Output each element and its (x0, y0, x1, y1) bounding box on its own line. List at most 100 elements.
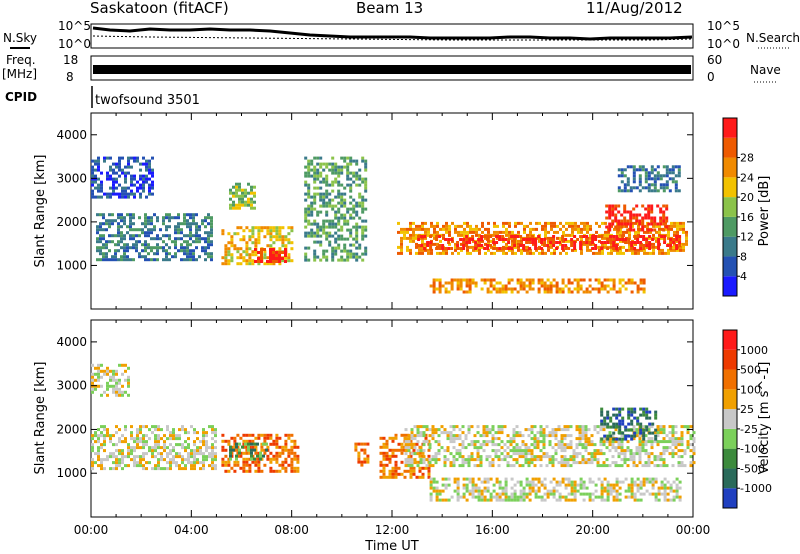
velocity-echo-cell (263, 463, 267, 467)
power-echo-cell (204, 240, 207, 244)
power-echo-cell (165, 225, 168, 229)
power-echo-cell (626, 177, 630, 181)
power-echo-cell (629, 222, 633, 226)
velocity-echo-cell (632, 458, 636, 462)
velocity-echo-cell (157, 425, 160, 429)
power-echo-cell (615, 247, 619, 250)
power-echo-cell (343, 237, 347, 241)
power-echo-cell (641, 168, 645, 172)
velocity-echo-cell (654, 416, 658, 420)
velocity-echo-cell (245, 469, 249, 473)
power-echo-cell (514, 224, 517, 228)
power-echo-cell (650, 183, 654, 187)
velocity-echo-cell (193, 431, 196, 435)
power-echo-cell (337, 258, 341, 262)
velocity-echo-cell (379, 445, 383, 449)
power-echo-cell (447, 247, 451, 250)
velocity-echo-cell (657, 498, 661, 502)
power-echo-cell (576, 278, 580, 282)
power-echo-cell (278, 226, 282, 230)
velocity-echo-cell (382, 454, 386, 458)
power-echo-cell (619, 227, 622, 231)
power-echo-cell (611, 219, 615, 223)
velocity-echo-cell (468, 489, 472, 493)
velocity-echo-cell (293, 454, 297, 458)
power-echo-cell (589, 236, 592, 240)
velocity-echo-cell (409, 454, 413, 458)
velocity-echo-cell (668, 425, 672, 429)
power-echo-cell (679, 221, 682, 225)
velocity-echo-cell (636, 483, 640, 487)
velocity-echo-cell (686, 425, 690, 429)
velocity-echo-cell (382, 472, 386, 476)
power-echo-cell (468, 290, 472, 294)
power-echo-cell (313, 252, 317, 256)
velocity-echo-cell (434, 440, 438, 444)
velocity-echo-cell (606, 416, 610, 420)
power-echo-cell (334, 171, 338, 175)
velocity-echo-cell (410, 437, 414, 441)
power-echo-cell (340, 213, 344, 217)
velocity-echo-cell (427, 439, 431, 443)
power-echo-cell (397, 230, 400, 234)
velocity-echo-cell (429, 495, 433, 499)
power-echo-cell (559, 251, 562, 255)
power-echo-cell (130, 174, 133, 178)
velocity-echo-cell (360, 448, 364, 452)
power-echo-cell (337, 216, 341, 220)
velocity-echo-cell (416, 449, 420, 453)
power-echo-cell (112, 180, 115, 184)
velocity-echo-cell (130, 452, 133, 456)
power-echo-cell (573, 278, 577, 282)
power-echo-cell (177, 249, 180, 253)
power-echo-cell (307, 222, 311, 226)
velocity-echo-cell (599, 428, 603, 432)
velocity-echo-cell (281, 448, 285, 452)
velocity-echo-cell (621, 480, 625, 484)
power-echo-cell (109, 186, 112, 190)
velocity-echo-cell (600, 495, 604, 499)
power-echo-cell (418, 227, 421, 231)
power-echo-cell (358, 204, 362, 208)
velocity-echo-cell (488, 440, 492, 444)
power-echo-cell (346, 237, 350, 241)
velocity-echo-cell (242, 439, 246, 443)
power-echo-cell (507, 287, 511, 291)
velocity-echo-cell (227, 463, 231, 467)
power-echo-cell (304, 255, 308, 259)
power-echo-cell (591, 241, 595, 244)
velocity-echo-cell (160, 458, 163, 462)
power-echo-cell (144, 225, 147, 229)
velocity-echo-cell (522, 495, 526, 499)
power-echo-cell (565, 233, 568, 237)
cpid-value: twofsound 3501 (95, 93, 200, 108)
power-echo-cell (343, 192, 347, 196)
power-echo-cell (537, 247, 541, 250)
velocity-echo-cell (665, 446, 669, 450)
velocity-echo-cell (462, 492, 466, 496)
power-echo-cell (664, 251, 667, 255)
velocity-echo-cell (657, 486, 661, 490)
power-echo-cell (475, 248, 478, 252)
velocity-echo-cell (169, 467, 172, 471)
velocity-echo-cell (689, 461, 693, 465)
power-echo-cell (480, 244, 484, 247)
velocity-echo-cell (662, 428, 666, 432)
power-echo-cell (287, 241, 291, 245)
power-echo-cell (207, 255, 210, 259)
velocity-echo-cell (618, 492, 622, 496)
velocity-echo-cell (612, 413, 616, 417)
velocity-echo-cell (124, 378, 127, 382)
velocity-echo-cell (133, 446, 136, 450)
velocity-echo-cell (675, 492, 679, 496)
velocity-echo-cell (575, 455, 579, 459)
velocity-echo-cell (427, 454, 431, 458)
power-echo-cell (600, 235, 604, 238)
velocity-echo-cell (157, 458, 160, 462)
velocity-echo-cell (560, 464, 564, 468)
power-echo-cell (310, 213, 314, 217)
power-echo-cell (489, 281, 493, 285)
power-echo-cell (352, 159, 356, 163)
velocity-echo-cell (600, 437, 604, 441)
velocity-echo-cell (612, 486, 616, 490)
